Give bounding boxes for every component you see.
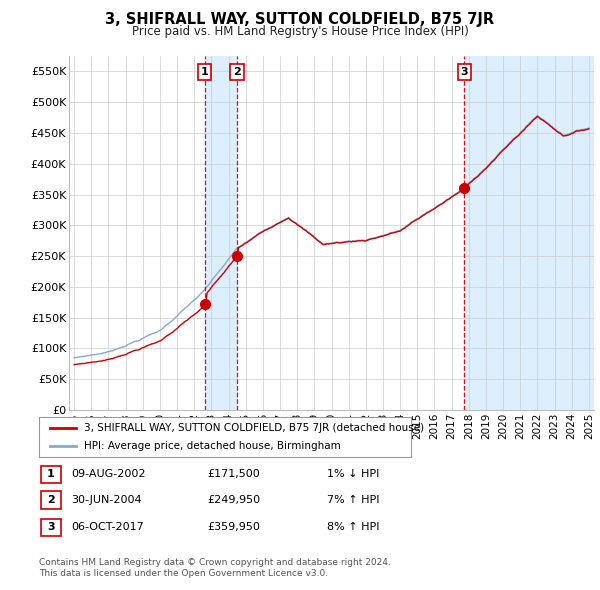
Text: Contains HM Land Registry data © Crown copyright and database right 2024.: Contains HM Land Registry data © Crown c… <box>39 558 391 566</box>
Bar <box>205 56 237 410</box>
Text: 30-JUN-2004: 30-JUN-2004 <box>71 496 142 505</box>
Text: 3, SHIFRALL WAY, SUTTON COLDFIELD, B75 7JR (detached house): 3, SHIFRALL WAY, SUTTON COLDFIELD, B75 7… <box>83 423 424 433</box>
Text: 2: 2 <box>47 496 55 505</box>
Text: 1: 1 <box>47 470 55 479</box>
Text: Price paid vs. HM Land Registry's House Price Index (HPI): Price paid vs. HM Land Registry's House … <box>131 25 469 38</box>
Text: 09-AUG-2002: 09-AUG-2002 <box>71 470 145 479</box>
Text: 3: 3 <box>461 67 468 77</box>
Text: £171,500: £171,500 <box>207 470 260 479</box>
Text: 2: 2 <box>233 67 241 77</box>
Text: 3: 3 <box>47 523 55 532</box>
Text: £359,950: £359,950 <box>207 523 260 532</box>
Text: 06-OCT-2017: 06-OCT-2017 <box>71 523 143 532</box>
Bar <box>464 56 594 410</box>
Text: 3, SHIFRALL WAY, SUTTON COLDFIELD, B75 7JR: 3, SHIFRALL WAY, SUTTON COLDFIELD, B75 7… <box>106 12 494 27</box>
Text: HPI: Average price, detached house, Birmingham: HPI: Average price, detached house, Birm… <box>83 441 340 451</box>
Text: This data is licensed under the Open Government Licence v3.0.: This data is licensed under the Open Gov… <box>39 569 328 578</box>
Text: 8% ↑ HPI: 8% ↑ HPI <box>327 523 380 532</box>
Text: 1: 1 <box>200 67 208 77</box>
Text: 7% ↑ HPI: 7% ↑ HPI <box>327 496 380 505</box>
Text: £249,950: £249,950 <box>207 496 260 505</box>
Text: 1% ↓ HPI: 1% ↓ HPI <box>327 470 379 479</box>
